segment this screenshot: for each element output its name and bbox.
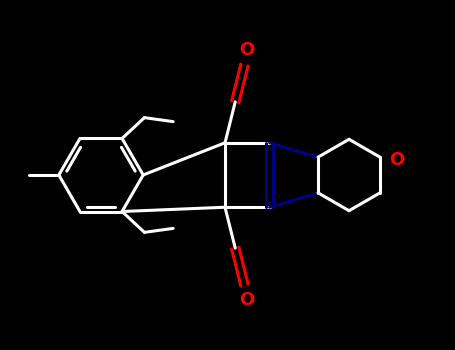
Text: O: O	[389, 150, 404, 169]
Text: O: O	[239, 41, 254, 58]
Text: O: O	[239, 292, 254, 309]
